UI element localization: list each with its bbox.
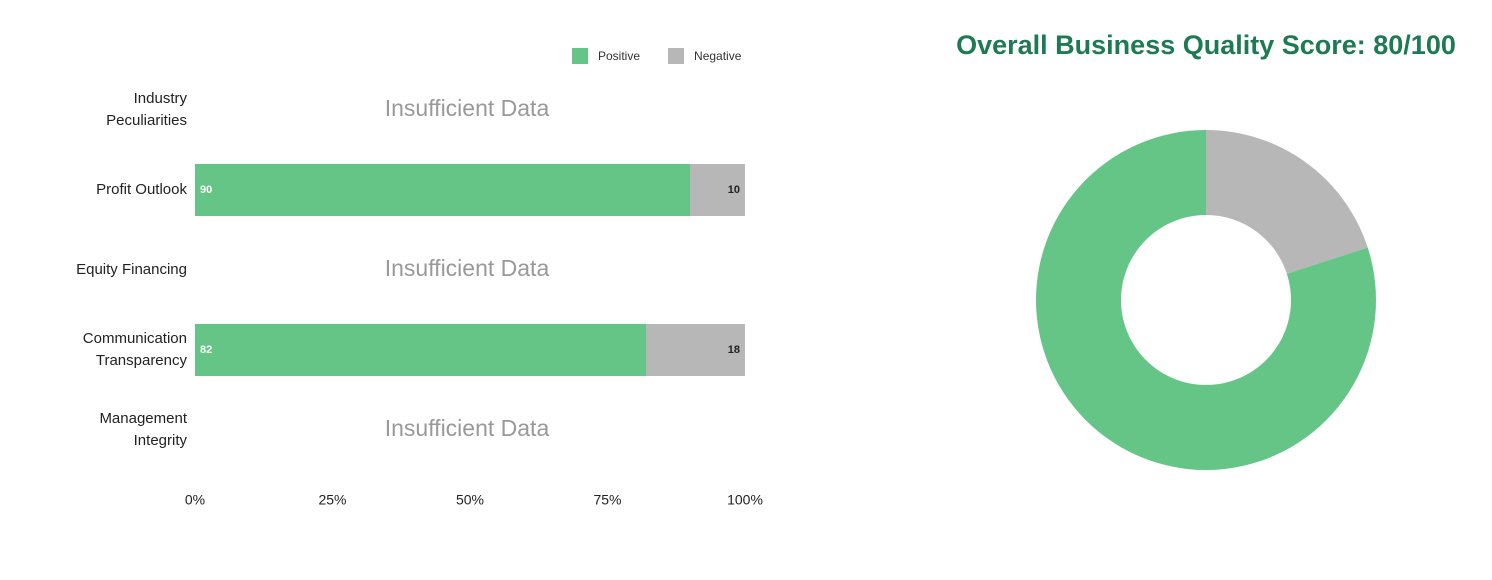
bar-segment (195, 324, 646, 376)
donut-slice (1035, 130, 1376, 471)
category-label: Profit Outlook (96, 181, 187, 198)
x-tick-label: 75% (593, 492, 621, 508)
bar-segment (195, 164, 690, 216)
legend-label: Negative (694, 49, 742, 63)
legend-swatch (572, 48, 588, 64)
legend-swatch (668, 48, 685, 64)
bar-segment (690, 164, 745, 216)
legend-label: Positive (598, 49, 640, 63)
x-tick-label: 25% (318, 492, 346, 508)
x-tick-label: 50% (456, 492, 484, 508)
value-label: 90 (200, 184, 212, 196)
category-label: Communication Transparency (82, 330, 187, 369)
x-tick-label: 0% (185, 492, 205, 508)
no-data-label: Insufficient Data (385, 415, 550, 441)
no-data-label: Insufficient Data (385, 255, 550, 281)
value-label: 10 (728, 184, 740, 196)
value-label: 18 (728, 344, 740, 356)
value-label: 82 (200, 344, 212, 356)
x-tick-label: 100% (727, 492, 763, 508)
category-label: Industry Peculiarities (106, 90, 187, 129)
donut-slice (1206, 130, 1368, 274)
category-label: Equity Financing (76, 261, 187, 278)
donut-title: Overall Business Quality Score: 80/100 (956, 30, 1456, 60)
no-data-label: Insufficient Data (385, 95, 550, 121)
bar-segment (646, 324, 745, 376)
category-label: Management Integrity (99, 410, 187, 449)
